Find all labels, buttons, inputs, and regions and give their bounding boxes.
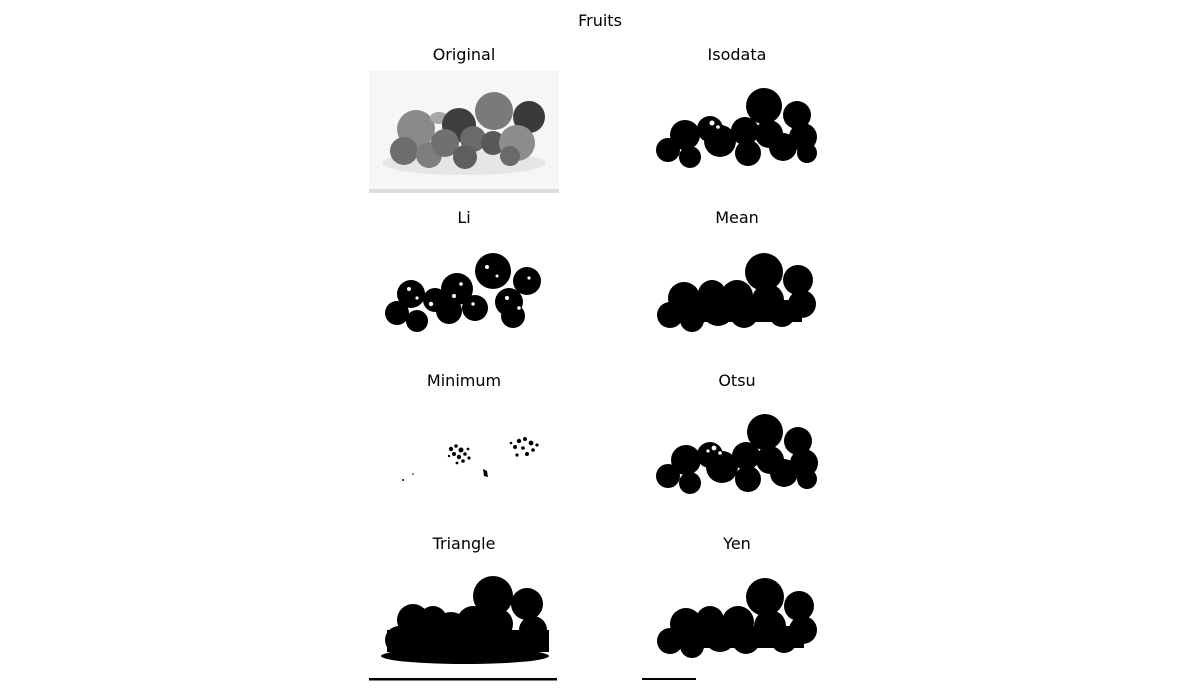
otsu-threshold-image [656,414,818,494]
panel-title: Isodata [707,45,767,64]
panel-title: Yen [723,534,751,553]
triangle-threshold-image [369,576,557,681]
panel-title: Otsu [718,371,756,390]
panel-title: Li [457,208,471,227]
isodata-threshold-image [656,88,817,168]
original-grayscale-image [369,71,559,193]
panel-title: Minimum [426,371,502,390]
panel-title: Triangle [432,534,496,553]
minimum-threshold-image [402,437,539,481]
panel-title: Original [432,45,496,64]
panel-title: Mean [715,208,759,227]
mean-threshold-image [657,253,816,332]
figure-title: Fruits [578,11,622,30]
li-threshold-image [385,253,541,332]
yen-threshold-image [642,578,817,680]
